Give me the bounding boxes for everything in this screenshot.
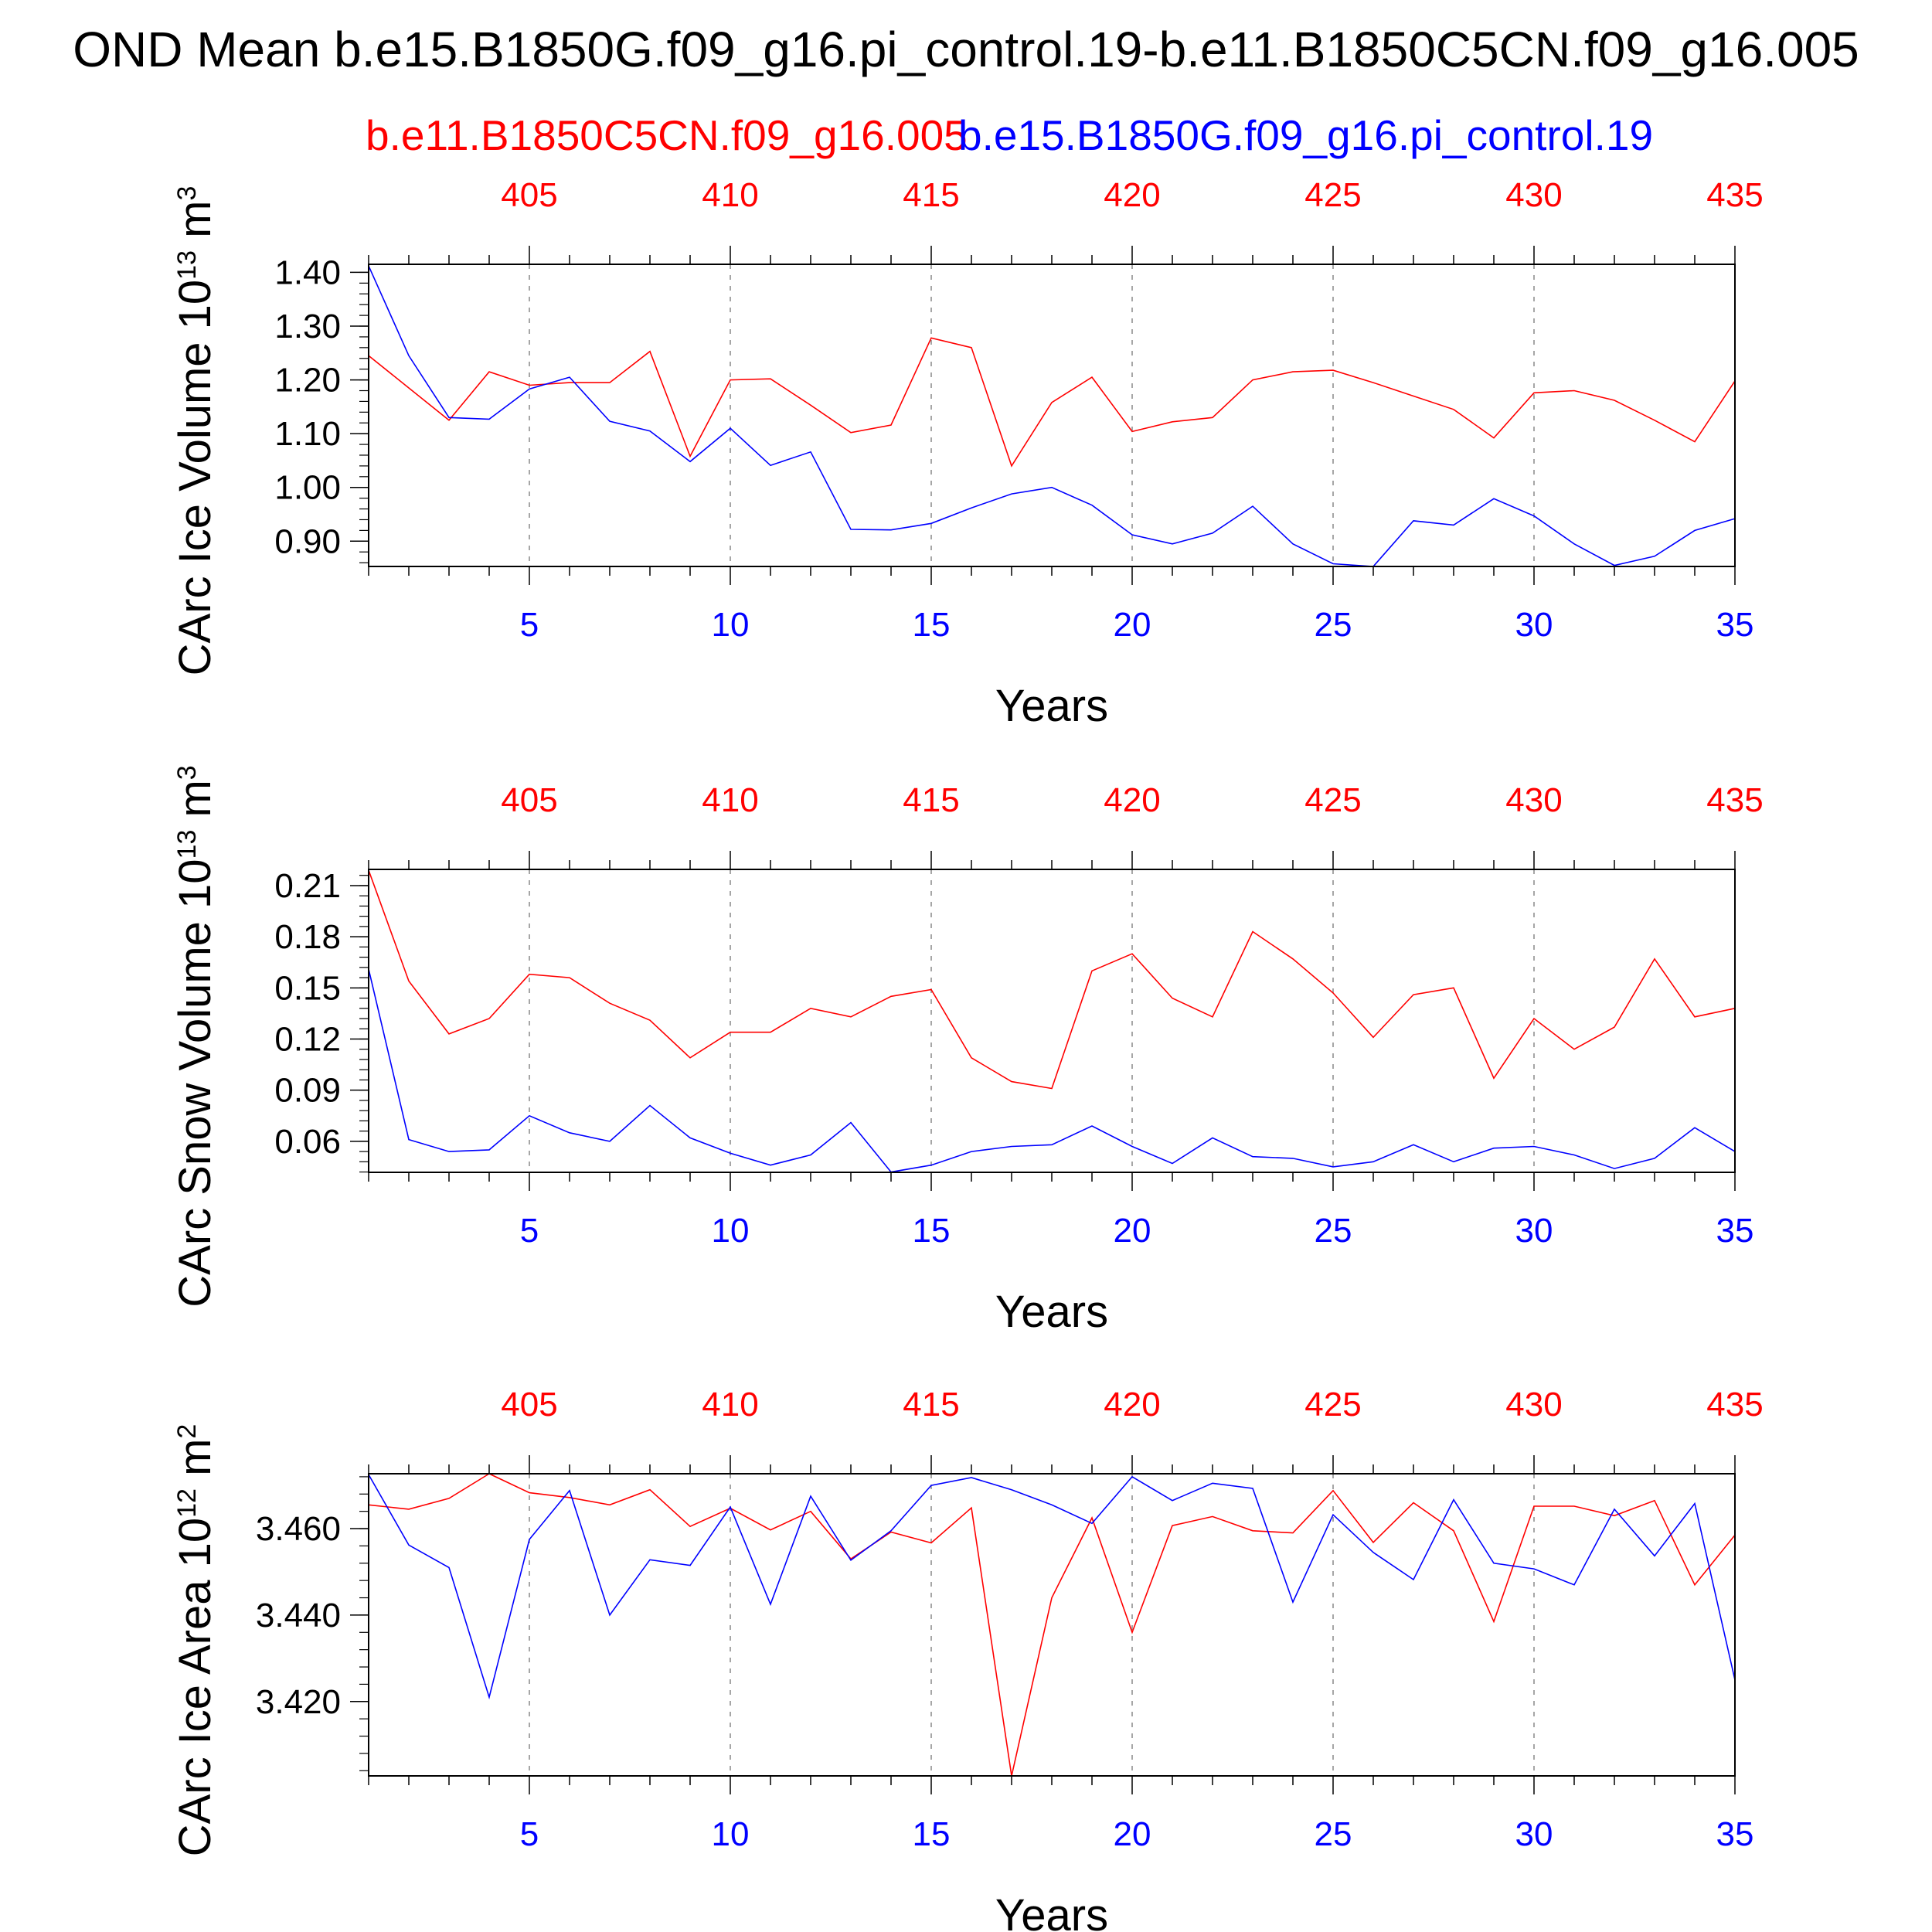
x-axis-title: Years — [995, 1890, 1108, 1932]
chart-panel-3: 5 10 15 20 25 30 35 405 410 415 420 425 430 435 3.420 3… — [170, 1386, 1764, 1932]
x-top-tick-label: 410 — [702, 1386, 758, 1423]
x-tick-label: 25 — [1315, 1815, 1352, 1853]
x-tick-label: 5 — [520, 1212, 539, 1250]
x-tick-label: 30 — [1515, 1815, 1553, 1853]
x-tick-label: 25 — [1315, 1212, 1352, 1250]
legend-red-label: b.e11.B1850C5CN.f09_g16.005 — [366, 111, 968, 159]
x-top-tick-label: 405 — [501, 176, 557, 214]
x-top-tick-label: 430 — [1505, 781, 1562, 819]
series-line-red — [368, 1473, 1736, 1777]
y-tick-label: 3.440 — [256, 1597, 341, 1634]
series-line-blue — [368, 265, 1736, 567]
y-tick-label: 1.40 — [274, 253, 341, 291]
x-top-tick-label: 435 — [1706, 781, 1763, 819]
x-tick-label: 5 — [520, 1815, 539, 1853]
x-tick-label: 15 — [913, 1815, 951, 1853]
x-tick-label: 5 — [520, 606, 539, 644]
x-tick-label: 10 — [712, 606, 750, 644]
x-top-tick-label: 405 — [501, 781, 557, 819]
legend-blue-label: b.e15.B1850G.f09_g16.pi_control.19 — [958, 111, 1653, 159]
y-tick-label: 0.90 — [274, 522, 341, 560]
series-line-red — [368, 337, 1736, 468]
x-top-tick-label: 430 — [1505, 176, 1562, 214]
x-top-tick-label: 420 — [1104, 781, 1160, 819]
x-tick-label: 35 — [1716, 606, 1754, 644]
x-tick-label: 30 — [1515, 606, 1553, 644]
y-axis-title: CArc Ice Volume 1013 m3 — [170, 186, 220, 676]
x-top-tick-label: 425 — [1304, 176, 1361, 214]
series-line-red — [368, 869, 1736, 1090]
x-top-tick-label: 415 — [903, 1386, 959, 1423]
y-tick-label: 3.420 — [256, 1683, 341, 1721]
x-tick-label: 25 — [1315, 606, 1352, 644]
y-tick-label: 1.30 — [274, 308, 341, 345]
x-top-tick-label: 430 — [1505, 1386, 1562, 1423]
y-tick-label: 0.12 — [274, 1020, 341, 1058]
x-top-tick-label: 435 — [1706, 176, 1763, 214]
y-tick-label: 1.10 — [274, 415, 341, 453]
x-tick-label: 15 — [913, 1212, 951, 1250]
y-axis-title: CArc Ice Area 1012 m2 — [170, 1424, 220, 1857]
x-tick-label: 15 — [913, 606, 951, 644]
x-top-tick-label: 410 — [702, 781, 758, 819]
x-tick-label: 20 — [1114, 1815, 1151, 1853]
series-line-blue — [368, 968, 1736, 1173]
y-tick-label: 0.21 — [274, 867, 341, 905]
chart-title: OND Mean b.e15.B1850G.f09_g16.pi_control… — [73, 22, 1859, 77]
y-tick-label: 1.00 — [274, 469, 341, 507]
y-axis-title: CArc Snow Volume 1013 m3 — [170, 765, 220, 1307]
x-tick-label: 35 — [1716, 1212, 1754, 1250]
x-top-tick-label: 415 — [903, 176, 959, 214]
x-tick-label: 10 — [712, 1815, 750, 1853]
x-tick-label: 20 — [1114, 606, 1151, 644]
chart-panel-2: 5 10 15 20 25 30 35 405 410 415 420 425 430 435 0.06 0.… — [170, 765, 1764, 1337]
y-tick-label: 0.06 — [274, 1123, 341, 1161]
x-axis-title: Years — [995, 1287, 1108, 1337]
plot-frame — [368, 264, 1736, 567]
x-tick-label: 30 — [1515, 1212, 1553, 1250]
x-tick-label: 35 — [1716, 1815, 1754, 1853]
y-tick-label: 0.18 — [274, 918, 341, 956]
x-top-tick-label: 415 — [903, 781, 959, 819]
x-axis-title: Years — [995, 681, 1108, 731]
chart-panel-1: 5 10 15 20 25 30 35 405 410 415 420 425 430 435 0.90 1.… — [170, 176, 1764, 731]
y-tick-label: 3.460 — [256, 1510, 341, 1548]
y-tick-label: 1.20 — [274, 362, 341, 400]
x-top-tick-label: 425 — [1304, 1386, 1361, 1423]
x-top-tick-label: 410 — [702, 176, 758, 214]
series-line-blue — [368, 1474, 1736, 1700]
x-tick-label: 20 — [1114, 1212, 1151, 1250]
plot-frame — [368, 869, 1736, 1173]
x-top-tick-label: 425 — [1304, 781, 1361, 819]
y-tick-label: 0.09 — [274, 1072, 341, 1110]
x-top-tick-label: 420 — [1104, 1386, 1160, 1423]
y-tick-label: 0.15 — [274, 969, 341, 1007]
x-top-tick-label: 420 — [1104, 176, 1160, 214]
x-tick-label: 10 — [712, 1212, 750, 1250]
x-top-tick-label: 435 — [1706, 1386, 1763, 1423]
x-top-tick-label: 405 — [501, 1386, 557, 1423]
